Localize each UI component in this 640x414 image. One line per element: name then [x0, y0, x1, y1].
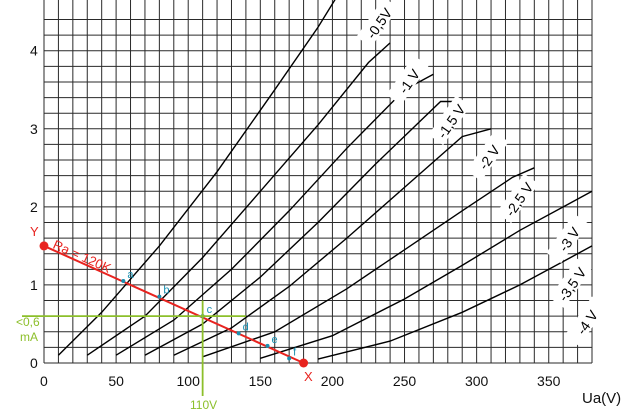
- load-line-point: [287, 356, 292, 361]
- x-tick-label: 150: [249, 373, 273, 389]
- load-line-label: Ra = 120K: [51, 237, 114, 276]
- load-line-point-label: f: [293, 346, 297, 358]
- operating-current-label: <0,6: [16, 315, 40, 329]
- curve-label-background: [428, 95, 471, 146]
- load-line-point: [121, 279, 126, 284]
- x-tick-label: 100: [177, 373, 201, 389]
- load-line-end-dot: [299, 358, 309, 368]
- grid-voltage-curve: [57, 0, 336, 356]
- operating-voltage-label: 110V: [190, 398, 217, 412]
- x-axis-label: Ua(V): [582, 390, 621, 407]
- curve-label-background: [496, 173, 539, 224]
- x-tick-label: 250: [393, 373, 417, 389]
- x-tick-label: 300: [465, 373, 489, 389]
- grid-voltage-curve: [260, 190, 593, 359]
- curve-label-background: [466, 131, 509, 182]
- load-line-point-label: a: [127, 269, 134, 281]
- load-line-point: [265, 343, 270, 348]
- x-marker-label: X: [304, 369, 313, 384]
- y-marker-label: Y: [30, 224, 39, 239]
- curve-label-background: [386, 55, 429, 106]
- y-tick-label: 3: [30, 121, 38, 137]
- x-tick-label: 350: [537, 373, 561, 389]
- y-tick-label: 0: [30, 355, 38, 371]
- curve-label-background: [564, 296, 607, 347]
- grid-voltage-curve: [317, 245, 593, 360]
- ticks-group: 0 50 100 150 200 250 300 350 0 1 2 3 4: [30, 43, 561, 389]
- grid-voltage-curve: [173, 128, 492, 356]
- x-tick-label: 50: [108, 373, 124, 389]
- load-line-point-label: b: [163, 285, 169, 297]
- load-line-point-label: e: [272, 334, 278, 346]
- operating-point-group: [22, 300, 246, 396]
- load-line-point-label: c: [207, 304, 213, 316]
- load-line-start-dot: [39, 241, 49, 251]
- y-tick-label: 2: [30, 199, 38, 215]
- y-tick-label: 4: [30, 43, 38, 59]
- operating-current-unit: mA: [20, 330, 38, 344]
- load-line-point-label: d: [243, 321, 249, 333]
- curve-label-background: [356, 0, 399, 48]
- load-line-point: [236, 331, 241, 336]
- grid-voltage-curve: [86, 42, 391, 356]
- curve-labels-group: -0,5V-1 V-1,5 V-2 V-2,5 V-3 V-3,5 V-4 V: [356, 0, 607, 347]
- curve-label-background: [549, 258, 592, 309]
- grid: [43, 0, 593, 364]
- x-tick-label: 200: [321, 373, 345, 389]
- grid-voltage-curve: [202, 167, 535, 358]
- curve-label-background: [546, 213, 589, 264]
- load-line-point: [157, 294, 162, 299]
- y-tick-label: 1: [30, 277, 38, 293]
- load-line: [43, 244, 304, 364]
- x-tick-label: 0: [40, 373, 48, 389]
- curves-group: [57, 0, 593, 360]
